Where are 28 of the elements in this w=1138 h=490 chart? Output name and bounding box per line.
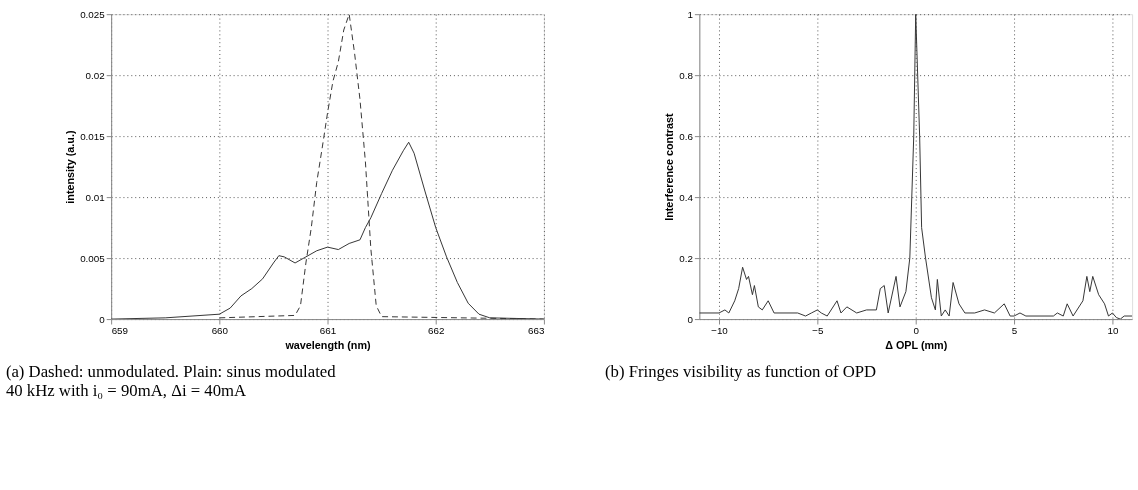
x-tick-label: −5 bbox=[812, 325, 824, 337]
y-axis-title: Interference contrast bbox=[663, 113, 676, 221]
x-tick-label: 662 bbox=[428, 325, 445, 337]
y-tick-label: 0.2 bbox=[679, 252, 693, 264]
text: (a) Dashed: unmodulated. Plain: sinus modulated 40 kHz with i₀ = 90mA, Δi = 40mA bbox=[5, 362, 337, 400]
x-axis-title: wavelength (nm) bbox=[284, 339, 372, 352]
y-axis-title: intensity (a.u.) bbox=[64, 130, 77, 204]
y-tick-label: 0.8 bbox=[679, 69, 694, 81]
y-tick-label: 1 bbox=[687, 8, 693, 20]
y-tick-label: 0.6 bbox=[679, 130, 694, 142]
y-tick-label: 0 bbox=[99, 313, 106, 325]
y-tick-label: 0.01 bbox=[85, 191, 105, 203]
x-tick-label: 661 bbox=[319, 325, 337, 337]
y-tick-label: 0.025 bbox=[80, 8, 106, 20]
x-tick-label: 663 bbox=[528, 325, 545, 337]
x-tick-label: 0 bbox=[913, 325, 920, 337]
x-tick-label: 10 bbox=[1107, 325, 1119, 337]
y-tick-label: 0.4 bbox=[679, 191, 694, 203]
x-tick-label: 659 bbox=[111, 325, 129, 337]
x-axis-title: Δ OPL (mm) bbox=[885, 339, 948, 352]
x-tick-label: −10 bbox=[711, 325, 729, 337]
y-tick-label: 0.015 bbox=[80, 130, 106, 142]
x-tick-label: 5 bbox=[1011, 325, 1018, 337]
text: (b) Fringes visibility as function of OPD bbox=[605, 362, 877, 382]
y-tick-label: 0.02 bbox=[85, 69, 105, 81]
y-tick-label: 0.005 bbox=[80, 252, 106, 264]
y-tick-label: 0 bbox=[687, 313, 694, 325]
x-tick-label: 660 bbox=[211, 325, 229, 337]
